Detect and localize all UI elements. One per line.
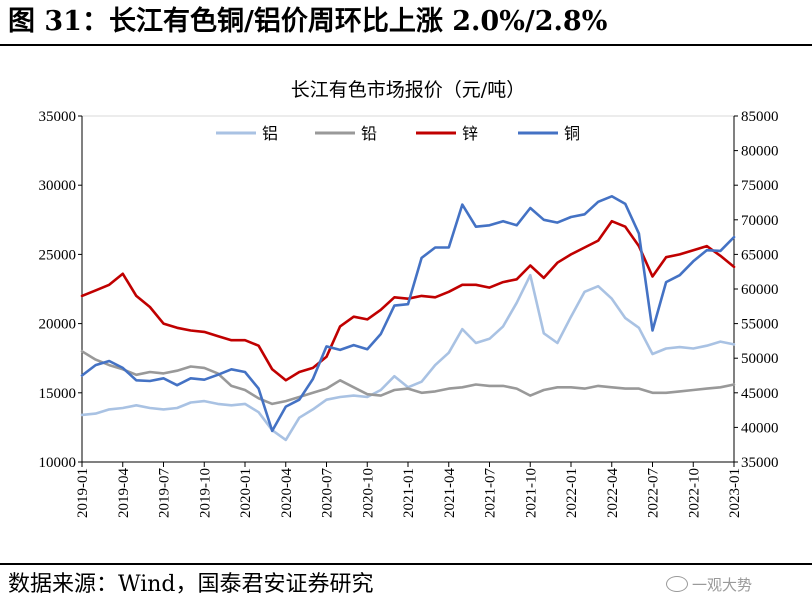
right-tick-label: 80000: [741, 144, 779, 160]
series-line-2: [80, 219, 736, 382]
top-rule: [0, 44, 812, 46]
watermark: 一观大势: [666, 574, 752, 595]
x-tick-label: 2020-01: [238, 468, 254, 518]
right-tick-label: 55000: [741, 317, 779, 333]
x-tick-label: 2020-10: [360, 468, 376, 518]
left-tick-label: 10000: [39, 455, 77, 471]
x-tick-label: 2021-10: [523, 468, 539, 518]
x-tick-label: 2019-10: [197, 468, 213, 518]
right-tick-label: 45000: [741, 386, 779, 402]
x-tick-label: 2022-10: [686, 468, 702, 518]
legend-label-3: 铜: [564, 124, 580, 143]
x-tick-label: 2022-07: [646, 468, 662, 518]
figure-title: 图 31：长江有色铜/铝价周环比上涨 2.0%/2.8%: [8, 6, 608, 37]
x-tick-label: 2023-01: [727, 468, 743, 518]
chart-title: 长江有色市场报价（元/吨）: [291, 79, 525, 101]
plot-area: [81, 115, 735, 463]
x-tick-label: 2021-01: [401, 468, 417, 518]
legend-label-2: 锌: [462, 124, 478, 143]
left-tick-label: 25000: [39, 247, 77, 263]
series-layer: [80, 195, 736, 442]
right-tick-label: 65000: [741, 247, 779, 263]
legend-label-0: 铝: [262, 124, 278, 143]
series-line-1: [80, 350, 736, 406]
x-tick-label: 2019-01: [75, 468, 91, 518]
right-tick-label: 40000: [741, 420, 779, 436]
series-line-3: [80, 195, 736, 433]
bottom-rule: [0, 563, 812, 565]
left-tick-label: 20000: [39, 317, 77, 333]
x-tick-label: 2021-07: [483, 468, 499, 518]
right-tick-label: 85000: [741, 109, 779, 125]
left-tick-label: 15000: [39, 386, 77, 402]
x-tick-label: 2021-04: [442, 468, 458, 518]
legend-label-1: 铅: [361, 124, 377, 143]
right-tick-label: 50000: [741, 351, 779, 367]
x-tick-label: 2022-04: [605, 468, 621, 518]
watermark-text: 一观大势: [692, 576, 753, 594]
left-tick-label: 35000: [39, 109, 77, 125]
x-tick-label: 2020-04: [279, 468, 295, 518]
series-line-0: [80, 273, 736, 442]
x-tick-label: 2019-04: [116, 468, 132, 518]
x-tick-label: 2020-07: [320, 468, 336, 518]
legend: 铝铅锌铜: [216, 124, 580, 143]
chart: 长江有色市场报价（元/吨） 10000 15000 20000 25000 30000 3…: [39, 79, 779, 518]
right-tick-label: 70000: [741, 213, 779, 229]
right-tick-label: 60000: [741, 282, 779, 298]
wechat-icon: [666, 576, 688, 592]
x-tick-label: 2022-01: [564, 468, 580, 518]
x-tick-label: 2019-07: [157, 468, 173, 518]
source-note: 数据来源：Wind，国泰君安证券研究: [8, 572, 374, 597]
right-tick-label: 75000: [741, 178, 779, 194]
left-tick-label: 30000: [39, 178, 77, 194]
axes: 10000 15000 20000 25000 30000 35000 35000 40000…: [39, 109, 779, 518]
right-tick-label: 35000: [741, 455, 779, 471]
